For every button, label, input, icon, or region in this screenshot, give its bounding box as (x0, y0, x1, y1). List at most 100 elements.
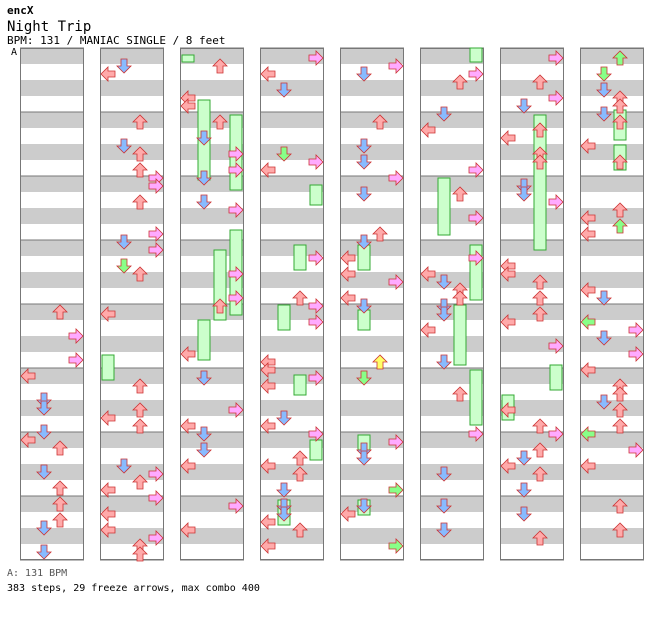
step-arrow-left (340, 290, 356, 306)
step-arrow-right (548, 90, 564, 106)
freeze-arrow (293, 244, 307, 271)
beat-stripe (260, 400, 324, 416)
beat-stripe (180, 304, 244, 320)
step-arrow-down (116, 138, 132, 154)
beat-stripe (580, 240, 644, 256)
step-arrow-up (292, 466, 308, 482)
step-arrow-left (180, 458, 196, 474)
step-arrow-left (340, 266, 356, 282)
beat-stripe (100, 240, 164, 256)
step-arrow-right (68, 352, 84, 368)
beat-stripe (20, 464, 84, 480)
beat-stripe (20, 336, 84, 352)
beat-stripe (180, 240, 244, 256)
step-arrow-down (516, 482, 532, 498)
beat-stripe (260, 304, 324, 320)
step-arrow-left (340, 250, 356, 266)
beat-stripe (100, 464, 164, 480)
beat-stripe (20, 176, 84, 192)
step-arrow-right (228, 402, 244, 418)
song-title: Night Trip (7, 19, 92, 35)
step-arrow-up (132, 266, 148, 282)
step-arrow-right (388, 274, 404, 290)
step-arrow-left (580, 138, 596, 154)
step-arrow-down (596, 330, 612, 346)
beat-stripe (180, 80, 244, 96)
step-arrow-down (356, 66, 372, 82)
beat-stripe (420, 336, 484, 352)
beat-stripe (420, 144, 484, 160)
beat-stripe (100, 48, 164, 64)
beat-stripe (420, 240, 484, 256)
step-arrow-left (260, 362, 276, 378)
beat-stripe (500, 208, 564, 224)
step-arrow-down (596, 82, 612, 98)
beat-stripe (420, 528, 484, 544)
step-arrow-left (420, 322, 436, 338)
beat-stripe (260, 368, 324, 384)
step-arrow-up (52, 304, 68, 320)
beat-stripe (340, 368, 404, 384)
step-arrow-down (436, 298, 452, 314)
step-arrow-left (260, 418, 276, 434)
beat-stripe (20, 240, 84, 256)
step-arrow-up (452, 290, 468, 306)
step-arrow-down (36, 400, 52, 416)
beat-stripe (420, 304, 484, 320)
step-arrow-up (212, 298, 228, 314)
bpm-footer: A: 131 BPM (7, 568, 68, 579)
step-arrow-down (436, 106, 452, 122)
beat-stripe (340, 48, 404, 64)
step-arrow-down (436, 522, 452, 538)
beat-stripe (580, 144, 644, 160)
step-arrow-left (580, 226, 596, 242)
beat-stripe (20, 208, 84, 224)
step-arrow-up (612, 98, 628, 114)
beat-stripe (340, 80, 404, 96)
step-arrow-right (548, 194, 564, 210)
beat-stripe (180, 208, 244, 224)
beat-stripe (260, 240, 324, 256)
beat-stripe (580, 176, 644, 192)
step-arrow-right (548, 338, 564, 354)
beat-stripe (100, 80, 164, 96)
beat-stripe (180, 48, 244, 64)
beat-stripe (180, 112, 244, 128)
beat-stripe (260, 432, 324, 448)
beat-stripe (260, 336, 324, 352)
freeze-arrow (533, 114, 547, 251)
beat-stripe (580, 208, 644, 224)
step-arrow-up (532, 466, 548, 482)
beat-stripe (500, 400, 564, 416)
beat-stripe (500, 528, 564, 544)
step-arrow-right (548, 50, 564, 66)
beat-stripe (580, 528, 644, 544)
step-arrow-right (228, 202, 244, 218)
step-arrow-left (260, 458, 276, 474)
step-arrow-down (436, 306, 452, 322)
step-arrow-right (468, 210, 484, 226)
beat-stripe (20, 48, 84, 64)
step-arrow-left (420, 122, 436, 138)
step-arrow-up (52, 440, 68, 456)
beat-stripe (340, 176, 404, 192)
beat-stripe (260, 464, 324, 480)
step-arrow-right (148, 178, 164, 194)
beat-stripe (500, 144, 564, 160)
step-arrow-right (388, 170, 404, 186)
column-border (100, 48, 164, 560)
step-arrow-right (388, 434, 404, 450)
beat-stripe (500, 496, 564, 512)
step-arrow-left (500, 458, 516, 474)
beat-stripe (180, 176, 244, 192)
step-arrow-right (148, 226, 164, 242)
beat-stripe (100, 496, 164, 512)
step-arrow-left (100, 66, 116, 82)
beat-stripe (20, 368, 84, 384)
step-arrow-left (500, 402, 516, 418)
step-arrow-right (308, 154, 324, 170)
beat-stripe (100, 528, 164, 544)
beat-stripe (100, 208, 164, 224)
step-arrow-left (260, 378, 276, 394)
step-arrow-left (100, 410, 116, 426)
